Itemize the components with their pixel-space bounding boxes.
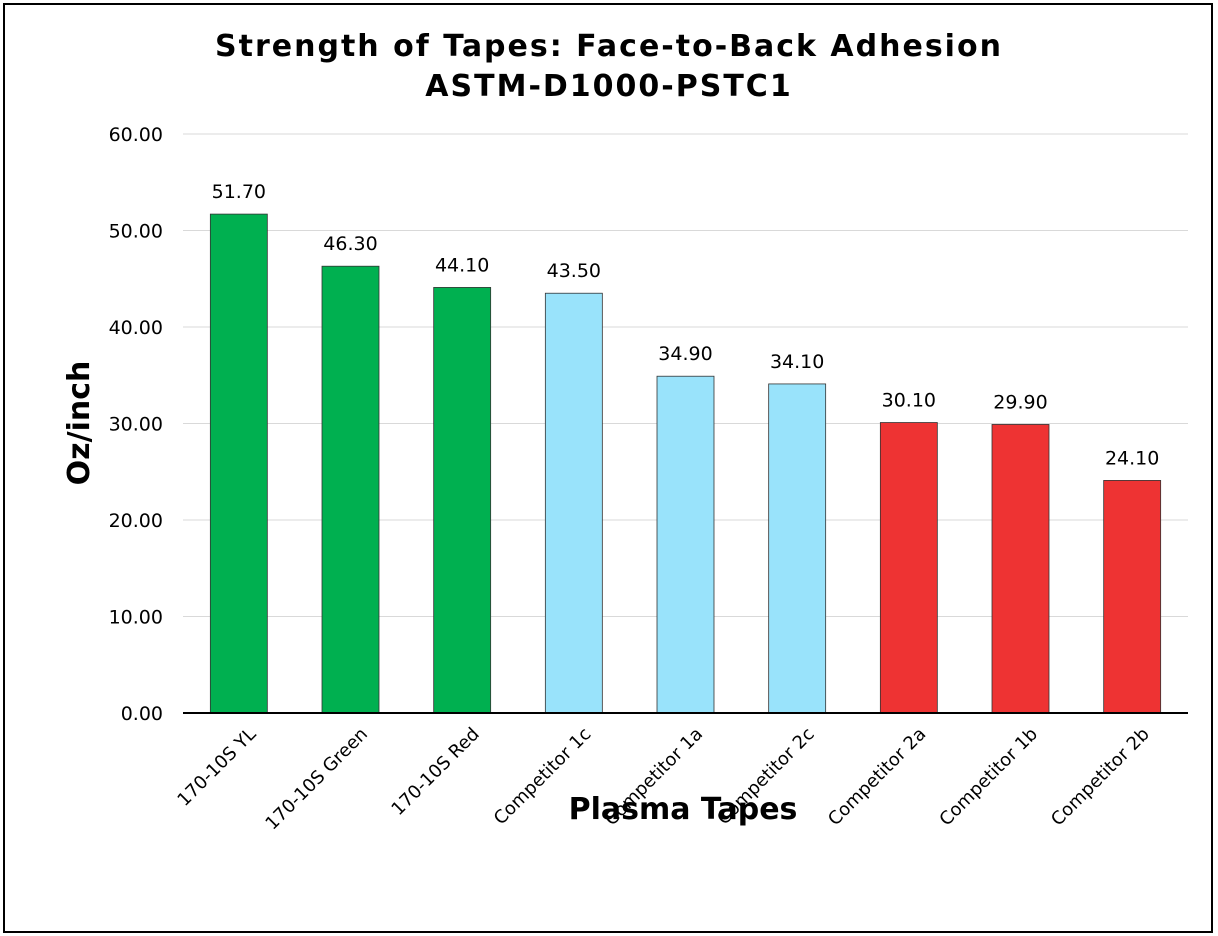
x-axis-title: Plasma Tapes: [569, 792, 798, 827]
bar: [991, 424, 1050, 714]
bar: [321, 265, 380, 714]
data-label: 34.10: [770, 351, 824, 373]
bars: [209, 213, 1162, 714]
bar: [656, 375, 715, 714]
data-label: 30.10: [882, 390, 936, 412]
bar: [1103, 480, 1162, 714]
chart-subtitle: ASTM-D1000-PSTC1: [425, 69, 793, 104]
data-label: 43.50: [547, 260, 601, 282]
x-tick-label: 170-10S Red: [387, 724, 483, 820]
y-tick-label: 40.00: [109, 317, 163, 339]
x-tick-label: Competitor 2b: [1047, 724, 1154, 831]
data-label: 24.10: [1105, 447, 1159, 469]
data-label: 34.90: [658, 343, 712, 365]
bar: [879, 422, 938, 714]
x-tick-label: 170-10S Green: [261, 724, 372, 835]
y-tick-label: 10.00: [109, 607, 163, 629]
y-tick-label: 50.00: [109, 221, 163, 243]
y-tick-label: 60.00: [109, 124, 163, 146]
bar: [209, 213, 268, 714]
bar: [768, 383, 827, 714]
y-axis-title: Oz/inch: [62, 361, 97, 486]
y-tick-label: 20.00: [109, 510, 163, 532]
y-tick-label: 30.00: [109, 414, 163, 436]
data-label: 29.90: [993, 391, 1047, 413]
bar: [544, 292, 603, 714]
bar: [433, 287, 492, 714]
data-label: 51.70: [212, 181, 266, 203]
x-tick-label: Competitor 1b: [935, 724, 1042, 831]
data-labels: 51.70 46.30 44.10 43.50 34.90 34.10 30.10 29.90…: [212, 181, 1160, 469]
data-label: 46.30: [323, 233, 377, 255]
chart-title: Strength of Tapes: Face-to-Back Adhesion: [215, 29, 1003, 64]
y-tick-label: 0.00: [121, 703, 163, 725]
data-label: 44.10: [435, 254, 489, 276]
x-tick-label: Competitor 2a: [824, 724, 930, 830]
x-tick-label: 170-10S YL: [173, 724, 260, 811]
